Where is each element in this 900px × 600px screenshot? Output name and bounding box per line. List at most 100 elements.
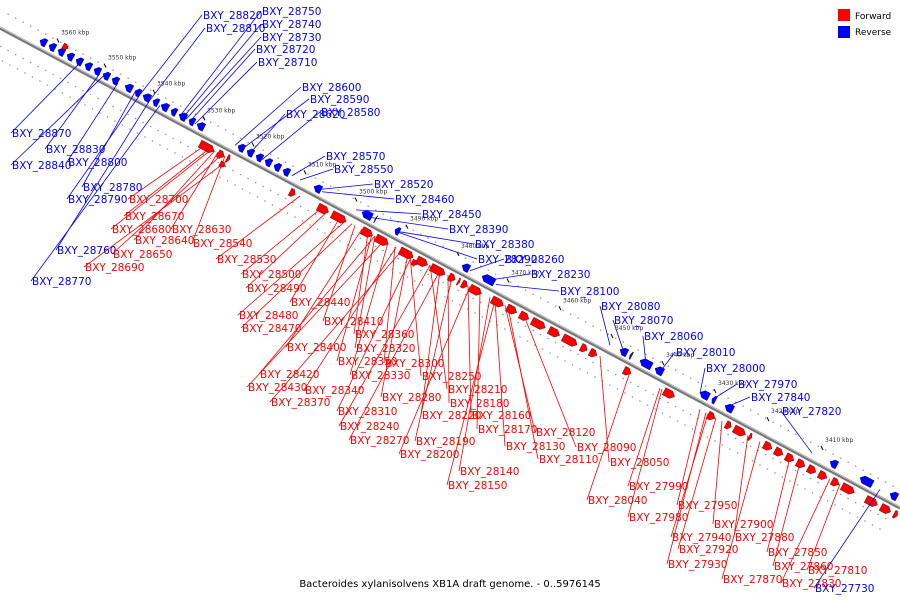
reverse-gene-arrow xyxy=(196,122,207,132)
reverse-gene-arrow xyxy=(859,475,875,488)
label-forward-lower-3: BXY_28630 xyxy=(172,224,231,236)
label-reverse-upper-15: BXY_28450 xyxy=(422,209,481,221)
label-forward-lower-28: BXY_28310 xyxy=(338,406,397,418)
reverse-gene-arrow xyxy=(461,263,472,273)
reverse-gene-arrow xyxy=(237,143,247,153)
label-forward-lower-7: BXY_28690 xyxy=(85,262,144,274)
label-forward-lower-20: BXY_28330 xyxy=(351,370,410,382)
label-forward-lower-33-leader-line xyxy=(348,270,441,441)
label-reverse-upper-22-leader-line xyxy=(599,305,611,346)
scale-tick xyxy=(610,333,614,339)
label-reverse-lower-4: BXY_28780 xyxy=(83,182,142,194)
forward-gene-arrow xyxy=(772,446,784,457)
label-reverse-upper-21-leader-line xyxy=(495,284,560,292)
label-forward-lower-0: BXY_28700 xyxy=(129,194,188,206)
forward-gene-arrow xyxy=(587,347,598,358)
label-reverse-upper-2: BXY_28750 xyxy=(262,6,321,18)
label-forward-lower-30-leader-line xyxy=(447,274,450,404)
label-forward-lower-34: BXY_28190 xyxy=(416,436,475,448)
scale-tick-label: 3500 kbp xyxy=(359,188,387,195)
label-forward-lower-23: BXY_28340 xyxy=(305,385,364,397)
label-forward-lower-43: BXY_28150 xyxy=(448,480,507,492)
label-reverse-upper-6: BXY_28710 xyxy=(258,57,317,69)
label-forward-lower-6-leader-line xyxy=(111,154,223,255)
reverse-gene-arrow xyxy=(361,210,374,221)
label-reverse-upper-23: BXY_28070 xyxy=(614,315,673,327)
label-forward-lower-2-leader-line xyxy=(110,148,213,230)
label-forward-lower-0-leader-line xyxy=(127,145,206,200)
label-reverse-upper-24: BXY_28060 xyxy=(644,331,703,343)
label-reverse-upper-25-leader-line xyxy=(659,351,676,373)
forward-gene-arrow xyxy=(61,42,69,50)
label-reverse-upper-22: BXY_28080 xyxy=(601,301,660,313)
scale-tick xyxy=(202,116,206,121)
label-reverse-upper-14: BXY_28460 xyxy=(395,194,454,206)
label-forward-lower-19: BXY_28420 xyxy=(260,369,319,381)
forward-gene-arrow xyxy=(816,470,828,480)
label-forward-lower-9-leader-line xyxy=(240,207,323,275)
label-forward-lower-50-leader-line xyxy=(733,434,749,538)
label-forward-lower-48: BXY_27900 xyxy=(714,519,773,531)
label-forward-lower-10-leader-line xyxy=(245,210,329,289)
label-reverse-lower-0-leader-line xyxy=(10,62,81,134)
forward-gene-arrow xyxy=(578,343,588,353)
label-reverse-lower-5: BXY_28790 xyxy=(68,194,127,206)
genome-caption: Bacteroides xylanisolvens XB1A draft gen… xyxy=(299,579,600,590)
forward-gene-arrow xyxy=(224,154,231,163)
label-forward-lower-25: BXY_28370 xyxy=(271,397,330,409)
label-reverse-lower-3: BXY_28800 xyxy=(68,157,127,169)
legend: Forward Reverse xyxy=(838,9,892,38)
label-reverse-lower-0: BXY_28870 xyxy=(12,128,71,140)
label-reverse-upper-4-leader-line xyxy=(185,36,262,120)
label-reverse-upper-11: BXY_28570 xyxy=(326,151,385,163)
label-forward-lower-45-leader-line xyxy=(627,387,661,487)
reverse-gene-arrow xyxy=(188,117,197,127)
label-forward-lower-21: BXY_28300 xyxy=(385,358,444,370)
label-forward-lower-15-leader-line xyxy=(353,232,369,335)
label-forward-lower-22-leader-line xyxy=(246,240,385,388)
label-reverse-upper-6-leader-line xyxy=(194,61,258,125)
scale-tick xyxy=(766,416,770,422)
label-reverse-upper-27-leader-line xyxy=(711,383,738,401)
scale-tick xyxy=(251,142,255,147)
label-reverse-lower-8: BXY_27730 xyxy=(815,583,874,595)
label-reverse-upper-4: BXY_28730 xyxy=(262,32,321,44)
reverse-gene-arrow xyxy=(273,163,283,173)
label-forward-lower-57: BXY_27830 xyxy=(782,578,841,590)
label-reverse-upper-2-leader-line xyxy=(179,10,262,117)
reverse-gene-arrow xyxy=(93,67,103,77)
forward-gene-arrow xyxy=(560,333,578,347)
label-forward-lower-45: BXY_27990 xyxy=(629,481,688,493)
forward-gene-arrow xyxy=(315,202,329,215)
label-forward-lower-27-leader-line xyxy=(429,265,448,390)
reverse-gene-arrow xyxy=(48,43,58,53)
reverse-gene-arrow xyxy=(142,93,153,103)
label-forward-lower-9: BXY_28500 xyxy=(242,269,301,281)
label-reverse-upper-1: BXY_28810 xyxy=(206,23,265,35)
forward-gene-arrow xyxy=(373,233,389,246)
label-forward-lower-31: BXY_28240 xyxy=(340,421,399,433)
label-forward-lower-38-leader-line xyxy=(494,299,506,447)
scale-tick-label: 3450 kbp xyxy=(615,325,643,332)
forward-gene-arrow xyxy=(863,495,878,507)
label-forward-lower-41-leader-line xyxy=(458,297,491,472)
forward-gene-arrow xyxy=(761,440,773,451)
label-forward-lower-37-leader-line xyxy=(398,286,471,455)
label-reverse-upper-13: BXY_28520 xyxy=(374,179,433,191)
label-forward-lower-12: BXY_28480 xyxy=(239,310,298,322)
forward-gene-arrow xyxy=(215,149,225,159)
label-forward-lower-33: BXY_28270 xyxy=(350,435,409,447)
label-reverse-upper-0-leader-line xyxy=(139,14,203,95)
label-forward-lower-12-leader-line xyxy=(237,220,347,316)
label-forward-lower-44: BXY_28040 xyxy=(588,495,647,507)
reverse-gene-arrow xyxy=(619,347,630,358)
label-forward-lower-5-leader-line xyxy=(191,155,226,244)
scale-tick xyxy=(713,388,717,394)
label-reverse-upper-8: BXY_28590 xyxy=(310,94,369,106)
scale-tick xyxy=(405,224,409,229)
scale-tick-label: 3530 kbp xyxy=(207,107,235,114)
label-leader-lines xyxy=(10,10,881,589)
reverse-gene-arrow xyxy=(255,153,265,163)
scale-tick-label: 3410 kbp xyxy=(825,437,853,444)
scale-tick xyxy=(661,360,665,366)
